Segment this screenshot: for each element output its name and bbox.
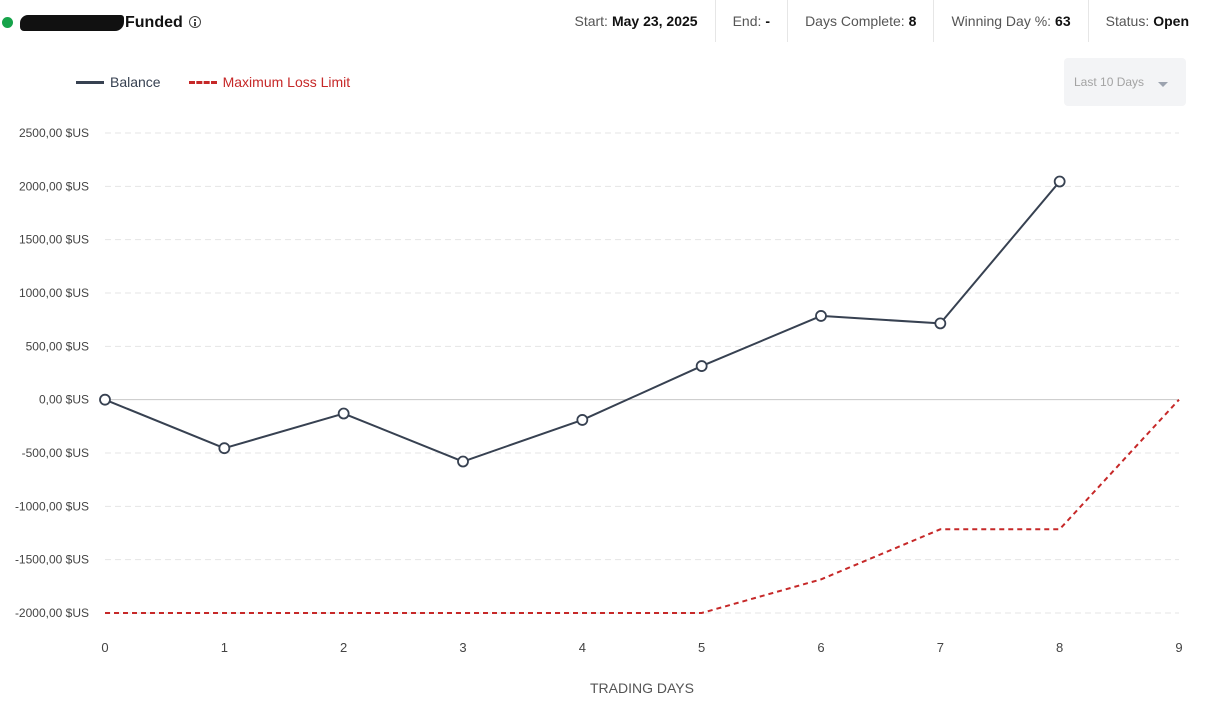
info-icon[interactable] <box>189 16 201 28</box>
y-tick-label: 1500,00 $US <box>19 233 89 247</box>
balance-point <box>1053 175 1066 188</box>
x-tick-label: 6 <box>817 640 824 655</box>
legend-item-balance[interactable]: Balance <box>76 74 161 90</box>
y-tick-label: 0,00 $US <box>39 393 89 407</box>
stats-bar: Start: May 23, 2025 End: - Days Complete: 8… <box>557 0 1197 42</box>
stat-label: Start: <box>574 13 608 29</box>
balance-point <box>337 407 350 420</box>
stat-start: Start: May 23, 2025 <box>557 0 714 42</box>
stat-label: Status: <box>1105 13 1150 29</box>
y-tick-label: -1000,00 $US <box>15 499 89 513</box>
x-tick-label: 7 <box>937 640 944 655</box>
balance-point <box>457 455 469 468</box>
stat-value: Open <box>1153 13 1189 29</box>
stat-label: Days Complete: <box>805 13 905 29</box>
stat-label: Winning Day %: <box>951 13 1052 29</box>
balance-point <box>815 310 827 322</box>
balance-point <box>218 442 231 455</box>
x-tick-label: 3 <box>459 640 466 655</box>
balance-point <box>576 414 589 426</box>
x-tick-label: 8 <box>1056 640 1063 655</box>
y-tick-label: -1500,00 $US <box>15 553 89 567</box>
x-tick-label: 9 <box>1175 640 1182 655</box>
legend-swatch-max-loss <box>188 80 217 84</box>
y-tick-label: 2500,00 $US <box>19 126 89 140</box>
stat-value: 63 <box>1055 13 1071 29</box>
stat-value: 8 <box>908 13 917 29</box>
balance-point <box>934 317 947 330</box>
y-tick-label: 2000,00 $US <box>19 179 89 193</box>
balance-point <box>695 360 708 372</box>
legend-swatch-balance <box>76 80 104 84</box>
x-tick-label: 1 <box>221 640 228 655</box>
y-tick-label: 1000,00 $US <box>19 286 89 300</box>
y-tick-label: -500,00 $US <box>22 446 89 460</box>
y-tick-label: 500,00 $US <box>26 339 89 353</box>
stat-value: May 23, 2025 <box>611 13 698 29</box>
legend-label-max-loss: Maximum Loss Limit <box>222 74 351 90</box>
x-axis-title: TRADING DAYS <box>590 680 694 696</box>
stat-status: Status: Open <box>1087 0 1197 42</box>
x-tick-label: 4 <box>579 640 586 655</box>
y-tick-label: -2000,00 $US <box>15 606 89 620</box>
stat-value: - <box>765 13 771 29</box>
legend-label-balance: Balance <box>110 74 161 90</box>
status-dot <box>2 17 13 28</box>
stat-end: End: - <box>714 0 787 42</box>
max-loss-line <box>105 398 1180 614</box>
account-type-label: Funded <box>125 14 183 31</box>
x-tick-label: 5 <box>698 640 705 655</box>
chart-legend: Balance Maximum Loss Limit <box>76 74 378 90</box>
x-tick-label: 2 <box>340 640 347 655</box>
balance-point <box>99 393 111 406</box>
redacted-account-name <box>20 15 124 31</box>
stat-days-complete: Days Complete: 8 <box>787 0 933 42</box>
x-tick-label: 0 <box>101 640 108 655</box>
account-header: Funded Start: May 23, 2025 End: - Days Com… <box>0 0 1213 50</box>
caret-down-icon <box>1158 82 1168 87</box>
stat-winning-day: Winning Day %: 63 <box>933 0 1087 42</box>
stat-label: End: <box>732 13 762 29</box>
legend-item-max-loss[interactable]: Maximum Loss Limit <box>188 74 351 90</box>
range-select[interactable]: Last 10 Days <box>1064 58 1186 106</box>
range-select-value: Last 10 Days <box>1074 75 1145 89</box>
